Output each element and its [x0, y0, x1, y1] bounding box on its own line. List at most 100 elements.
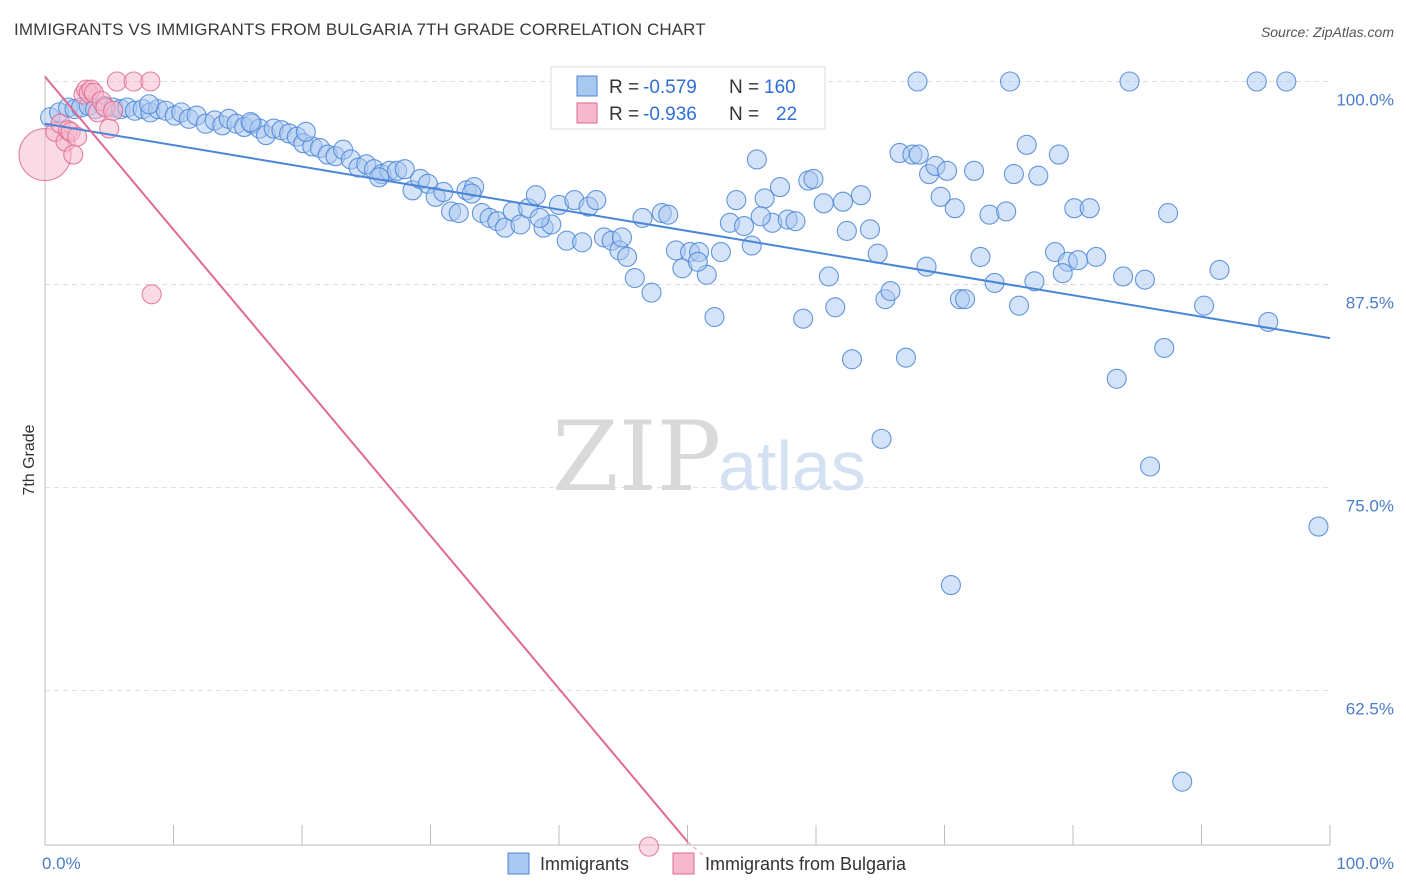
bulgaria-point-22	[638, 836, 660, 857]
immigrants-point-138	[1106, 368, 1127, 389]
immigrants-point-140	[1119, 71, 1140, 92]
immigrants-trend-line	[44, 122, 1331, 340]
immigrants-point-145	[1194, 295, 1215, 316]
immigrants-point-164	[836, 220, 857, 241]
immigrants-point-126	[1003, 164, 1024, 185]
series-legend-label-bulgaria: Immigrants from Bulgaria	[705, 854, 907, 874]
immigrants-point-97	[785, 211, 806, 232]
immigrants-point-141	[871, 428, 892, 449]
immigrants-point-169	[1209, 259, 1230, 280]
immigrants-point-90	[733, 216, 755, 237]
immigrants-point-86	[704, 306, 725, 328]
series-legend-swatch-immigrants	[507, 852, 530, 875]
immigrants-point-148	[1276, 71, 1297, 92]
immigrants-point-102	[818, 266, 839, 287]
immigrants-point-149	[1172, 771, 1193, 792]
trend-lines	[44, 75, 1331, 870]
legend-r-value-2: -0.936	[643, 104, 697, 125]
immigrants-point-103	[825, 297, 846, 318]
bulgaria-point-6	[63, 144, 84, 165]
immigrants-point-156	[240, 112, 261, 133]
chart-title: IMMIGRANTS VS IMMIGRANTS FROM BULGARIA 7…	[14, 20, 706, 39]
immigrants-point-76	[624, 268, 645, 289]
immigrants-point-123	[970, 246, 991, 267]
legend-r-label-2: R =	[609, 104, 639, 125]
immigrants-point-121	[955, 289, 976, 310]
y-tick-label-1: 87.5%	[1346, 294, 1394, 313]
immigrants-point-98	[793, 308, 814, 329]
immigrants-point-95	[769, 177, 791, 198]
bulgaria-point-17	[103, 100, 124, 121]
grid-lines	[45, 80, 1330, 692]
bulgaria-point-18	[106, 71, 128, 92]
immigrants-point-80	[658, 204, 679, 225]
immigrants-point-128	[1016, 134, 1037, 155]
series-legend: Immigrants Immigrants from Bulgaria	[507, 852, 907, 875]
immigrants-point-100	[803, 168, 824, 190]
immigrants-point-61	[510, 214, 531, 235]
immigrants-point-106	[850, 185, 872, 206]
immigrants-point-144	[1158, 203, 1179, 224]
immigrants-point-89	[726, 190, 747, 211]
series-bulgaria	[18, 71, 660, 857]
immigrants-point-152	[940, 575, 961, 596]
legend-n-label-1: N =	[729, 77, 759, 98]
immigrants-point-155	[139, 94, 160, 115]
immigrants-point-110	[880, 281, 901, 302]
y-tick-labels: 100.0% 87.5% 75.0% 62.5%	[1336, 90, 1394, 718]
immigrants-point-129	[1024, 271, 1045, 292]
immigrants-point-135	[1068, 250, 1089, 271]
immigrants-point-105	[841, 349, 863, 370]
immigrants-point-146	[1246, 71, 1267, 92]
immigrants-point-160	[529, 207, 550, 229]
y-tick-label-0: 100.0%	[1336, 90, 1394, 109]
immigrants-point-71	[586, 190, 607, 211]
immigrants-point-153	[999, 71, 1021, 92]
immigrants-point-114	[908, 144, 929, 165]
immigrants-point-63	[525, 185, 546, 206]
immigrants-point-161	[611, 227, 633, 248]
y-tick-label-3: 62.5%	[1346, 700, 1394, 719]
immigrants-point-104	[832, 191, 854, 212]
source-credit: Source: ZipAtlas.com	[1260, 24, 1394, 40]
immigrants-point-142	[1140, 456, 1161, 477]
watermark-zip: ZIP	[552, 401, 721, 513]
series-legend-swatch-bulgaria	[672, 852, 695, 875]
immigrants-point-136	[1079, 198, 1100, 219]
watermark-atlas: atlas	[718, 427, 866, 505]
bulgaria-point-7	[67, 126, 88, 147]
immigrants-point-107	[859, 219, 881, 240]
legend-n-label-2: N =	[729, 104, 759, 125]
immigrants-point-92	[746, 149, 767, 170]
immigrants-point-127	[1008, 295, 1030, 316]
immigrants-point-75	[617, 246, 638, 267]
bulgaria-trend-extension	[687, 841, 721, 870]
immigrants-point-137	[1086, 246, 1107, 267]
immigrants-point-165	[916, 256, 937, 277]
x-tick-label-right: 100.0%	[1336, 854, 1394, 873]
immigrants-point-117	[930, 186, 951, 207]
stats-legend: R = -0.579 N = 160 R = -0.936 N = 22	[550, 66, 826, 130]
immigrants-point-53	[448, 203, 469, 224]
bulgaria-point-19	[123, 71, 144, 92]
immigrants-point-125	[996, 201, 1017, 222]
immigrants-point-151	[907, 71, 928, 92]
legend-n-value-1: 160	[764, 77, 796, 98]
bulgaria-point-20	[140, 71, 161, 92]
immigrants-point-87	[710, 242, 731, 263]
immigrants-point-168	[1134, 269, 1156, 290]
legend-r-label-1: R =	[609, 77, 639, 98]
immigrants-point-108	[867, 243, 888, 264]
x-tick-label-left: 0.0%	[42, 854, 81, 873]
immigrants-point-154	[1308, 516, 1329, 537]
bulgaria-trend-line	[44, 75, 689, 843]
bulgaria-point-21	[141, 284, 162, 305]
immigrants-point-118	[937, 160, 958, 181]
immigrants-point-124	[979, 204, 1000, 225]
immigrants-point-46	[394, 159, 415, 180]
legend-r-value-1: -0.579	[643, 77, 697, 98]
immigrants-point-101	[813, 193, 834, 214]
immigrants-point-163	[750, 206, 771, 227]
immigrants-point-139	[1113, 266, 1134, 287]
